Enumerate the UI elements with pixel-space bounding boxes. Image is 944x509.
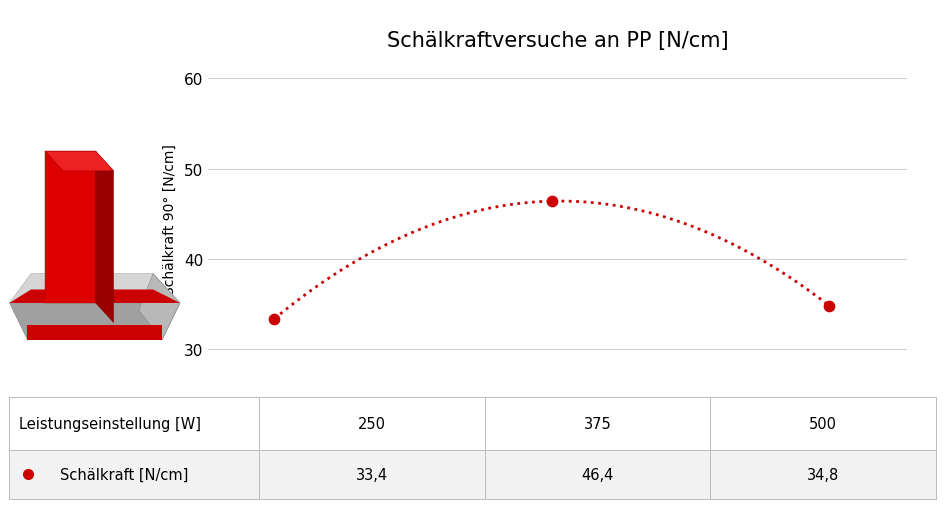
- Text: 46,4: 46,4: [581, 467, 613, 482]
- Text: 34,8: 34,8: [806, 467, 838, 482]
- Polygon shape: [9, 290, 180, 303]
- Bar: [260, 397, 484, 450]
- Y-axis label: Schälkraft 90° [N/cm]: Schälkraft 90° [N/cm]: [162, 144, 177, 294]
- Bar: [710, 450, 935, 499]
- Bar: [484, 397, 710, 450]
- Text: 375: 375: [583, 416, 611, 431]
- Polygon shape: [45, 152, 95, 303]
- Point: [544, 197, 559, 206]
- Polygon shape: [9, 274, 180, 303]
- Text: 500: 500: [808, 416, 836, 431]
- Bar: [710, 397, 935, 450]
- Polygon shape: [139, 274, 180, 340]
- Text: Schälkraft [N/cm]: Schälkraft [N/cm]: [60, 467, 189, 482]
- Point: [821, 302, 836, 310]
- Polygon shape: [95, 152, 113, 323]
- Bar: [484, 450, 710, 499]
- Bar: [9, 397, 260, 450]
- Title: Schälkraftversuche an PP [N/cm]: Schälkraftversuche an PP [N/cm]: [386, 31, 728, 51]
- Point: [266, 315, 281, 323]
- Bar: [9, 450, 260, 499]
- Text: 33,4: 33,4: [356, 467, 388, 482]
- Text: Leistungseinstellung [W]: Leistungseinstellung [W]: [19, 416, 200, 431]
- Text: 250: 250: [358, 416, 386, 431]
- Polygon shape: [45, 152, 113, 172]
- Bar: [260, 450, 484, 499]
- Polygon shape: [9, 303, 180, 340]
- Polygon shape: [27, 325, 162, 340]
